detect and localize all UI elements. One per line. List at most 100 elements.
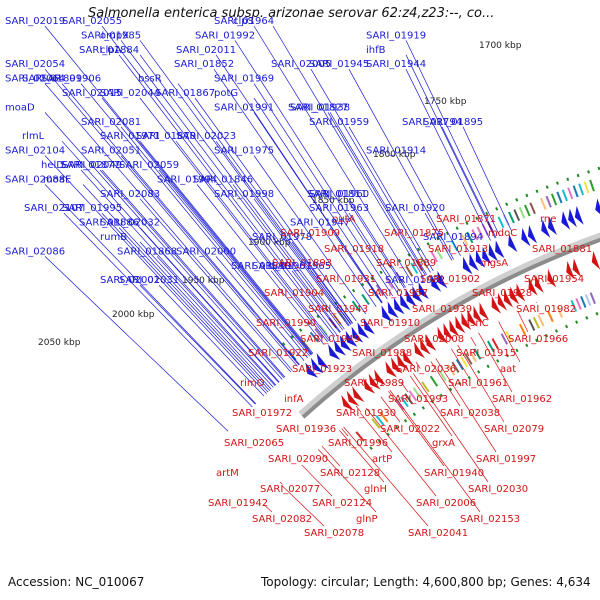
function-mark-inner [438, 369, 447, 382]
forward-gene-label: clpA [100, 45, 122, 56]
forward-gene-label: SARI_02054 [5, 59, 65, 70]
forward-leader-line [215, 256, 305, 361]
reverse-leader-line [343, 426, 429, 527]
forward-gene-arrow [310, 357, 324, 374]
forward-leader-line [291, 270, 341, 333]
reverse-gene-label: SARI_02128 [320, 468, 380, 479]
reverse-gene-arrow [528, 277, 538, 296]
reverse-leader-line [517, 311, 529, 333]
forward-gene-arrow [568, 208, 577, 228]
forward-leader-line [405, 69, 491, 241]
forward-gene-arrow [339, 335, 352, 352]
function-mark-inner [464, 353, 473, 365]
reverse-gene-label: artM [216, 468, 239, 479]
reverse-gene-label: SARI_02077 [260, 484, 320, 495]
reverse-gene-label: SARI_01982 [516, 304, 576, 315]
forward-leader-line [139, 40, 350, 326]
reverse-gene-label: glnH [364, 484, 387, 495]
forward-gene-label: ihfB [366, 45, 386, 56]
function-mark-outer [450, 239, 459, 252]
reverse-gene-label: SARI_02006 [416, 498, 476, 509]
forward-leader-line [101, 25, 338, 336]
reverse-leader-line [450, 348, 469, 377]
forward-gene-label: ompX [100, 30, 129, 41]
reverse-gene-label: rimO [240, 378, 265, 389]
function-mark-outer [375, 284, 385, 296]
reverse-gene-label: SARI_01936 [276, 424, 336, 435]
reverse-gene-arrow [402, 349, 414, 366]
forward-leader-line [346, 198, 405, 289]
reverse-gene-label: SARI_01966 [508, 334, 568, 345]
reverse-leader-line [430, 361, 461, 407]
forward-gene-label: rlmL [22, 131, 45, 142]
forward-leader-line [139, 54, 345, 330]
forward-gene-label: SARI_01963 [309, 203, 369, 214]
reverse-gene-arrow [346, 390, 360, 407]
reverse-gene-label: mdoC [488, 228, 517, 239]
forward-leader-line [120, 126, 310, 357]
topology-text: Topology: circular; Length: 4,600,800 bp… [261, 575, 591, 589]
forward-gene-label: SARI_01846 [193, 174, 253, 185]
forward-leader-line [253, 97, 388, 300]
reverse-gene-arrow [425, 334, 437, 351]
function-mark-outer [385, 277, 394, 290]
function-mark-outer [476, 226, 484, 239]
reverse-gene-label: SARI_01889 [376, 258, 436, 269]
forward-gene-arrow [357, 322, 370, 339]
forward-gene-arrow [561, 211, 571, 230]
reverse-gene-label: SARI_01943 [308, 304, 368, 315]
reverse-gene-label: aat [500, 364, 516, 375]
reverse-gene-label: rne [540, 214, 556, 225]
forward-leader-line [61, 83, 300, 365]
forward-gene-label: SARI_02032 [100, 218, 160, 229]
forward-leader-line [329, 112, 427, 276]
forward-gene-label: potG [214, 88, 238, 99]
tick-ring-inner [369, 311, 600, 450]
forward-gene-label: helD [41, 160, 64, 171]
function-mark-inner [575, 298, 582, 310]
reverse-gene-arrow [385, 361, 398, 378]
function-mark-inner [528, 319, 536, 331]
forward-gene-label: SARI_01978 [252, 232, 312, 243]
function-mark-outer [508, 211, 515, 224]
function-mark-inner [379, 411, 389, 423]
forward-gene-label: SARI_01827 [288, 102, 348, 113]
reverse-gene-label: glnP [356, 514, 378, 525]
genome-backbone-shadow [298, 232, 600, 417]
forward-gene-label: SARI_02055 [62, 16, 122, 27]
reverse-leader-line [498, 321, 521, 363]
reverse-gene-arrow [374, 369, 387, 386]
forward-leader-line [139, 198, 292, 373]
reverse-gene-arrow [566, 260, 575, 280]
forward-gene-label: SARI_01919 [366, 30, 426, 41]
forward-leader-line [120, 155, 300, 366]
function-mark-outer [583, 181, 590, 194]
forward-gene-arrow [595, 198, 600, 215]
function-mark-outer [567, 187, 574, 200]
forward-gene-arrow [345, 330, 358, 347]
forward-leader-line [348, 198, 406, 288]
forward-gene-label: bssR [138, 74, 162, 85]
forward-leader-line [139, 227, 280, 383]
forward-leader-line [405, 155, 461, 257]
forward-gene-label: SARI_01998 [214, 189, 274, 200]
forward-gene-label: SARI_01894 [423, 232, 483, 243]
function-mark-inner [371, 418, 381, 429]
forward-leader-line [139, 284, 256, 405]
forward-leader-line [215, 54, 383, 303]
forward-leader-line [139, 241, 274, 388]
reverse-leader-line [478, 332, 513, 393]
reverse-gene-label: SARI_01989 [344, 378, 404, 389]
reverse-gene-label: SARI_02022 [380, 424, 440, 435]
kbp-tick-label: 1950 kbp [182, 276, 225, 286]
reverse-gene-label: SARI_01904 [264, 288, 324, 299]
forward-gene-arrow [387, 301, 399, 319]
function-mark-outer [361, 293, 370, 305]
function-mark-inner [469, 350, 477, 363]
function-mark-outer [513, 209, 521, 222]
function-mark-outer [545, 195, 552, 208]
reverse-leader-line [360, 412, 393, 453]
forward-gene-label: SARI_02011 [176, 45, 236, 56]
reverse-gene-arrow [443, 323, 454, 341]
forward-gene-label: SARI_02051 [81, 146, 141, 157]
